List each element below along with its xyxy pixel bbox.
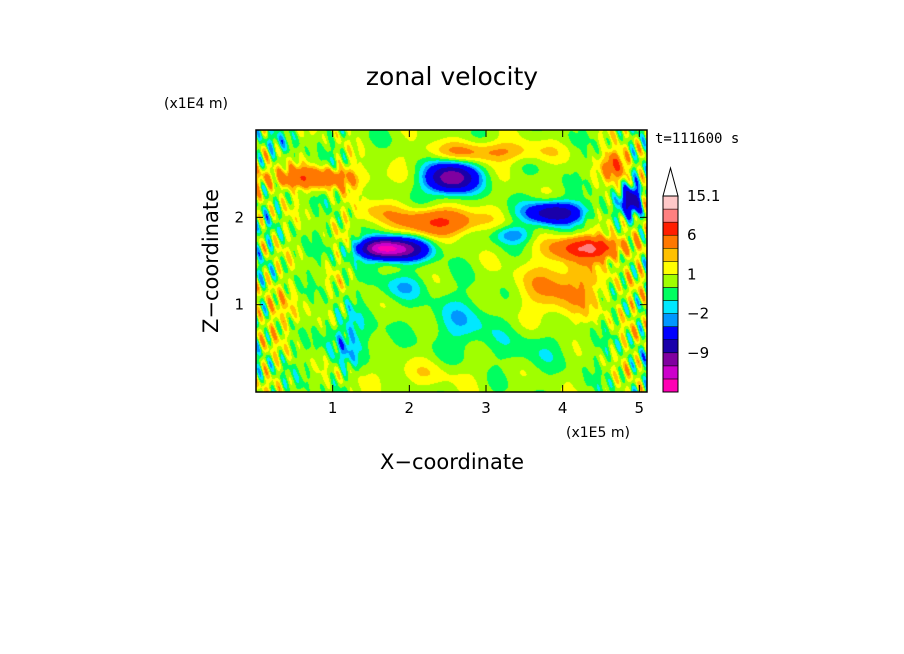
colorbar-max-arrow xyxy=(662,166,679,197)
colorbar-cell-5 xyxy=(662,313,679,327)
colorbar-cell-8 xyxy=(662,274,679,288)
plot-frame xyxy=(255,129,648,393)
colorbar-cell-7 xyxy=(662,287,679,301)
y-multiplier-label: (x1E4 m) xyxy=(164,96,228,112)
x-axis-label: X−coordinate xyxy=(380,450,524,474)
x-tick-label-2: 2 xyxy=(405,399,415,417)
colorbar-cell-4 xyxy=(662,326,679,340)
y-axis-label: Z−coordinate xyxy=(199,189,223,333)
colorbar-cell-10 xyxy=(662,248,679,262)
y-axis-ticks: 12 xyxy=(234,208,647,314)
colorbar-frame xyxy=(662,195,679,393)
chart-title: zonal velocity xyxy=(366,62,538,91)
colorbar-label-0: 15.1 xyxy=(687,187,720,205)
colorbar-label-4: −9 xyxy=(687,344,709,362)
colorbar: 15.1 6 1 −2 −9 xyxy=(662,166,720,393)
colorbar-cell-12 xyxy=(662,221,679,236)
colorbar-cell-2 xyxy=(662,352,679,367)
colorbar-cell-3 xyxy=(662,339,679,354)
colorbar-cell-14 xyxy=(662,195,679,210)
colorbar-cell-9 xyxy=(662,261,679,275)
colorbar-cell-1 xyxy=(662,365,679,380)
x-tick-label-3: 3 xyxy=(481,399,491,417)
time-label: t=111600 s xyxy=(655,131,739,147)
y-tick-label-1: 1 xyxy=(234,296,244,314)
colorbar-cell-11 xyxy=(662,234,679,249)
colorbar-cell-0 xyxy=(662,378,679,393)
colorbar-cells xyxy=(662,195,679,393)
x-multiplier-label: (x1E5 m) xyxy=(566,425,630,441)
colorbar-labels: 15.1 6 1 −2 −9 xyxy=(687,187,720,362)
colorbar-cell-13 xyxy=(662,208,679,223)
x-tick-label-5: 5 xyxy=(635,399,645,417)
x-tick-label-1: 1 xyxy=(328,399,338,417)
colorbar-label-1: 6 xyxy=(687,226,697,244)
colorbar-label-3: −2 xyxy=(687,305,709,323)
x-tick-label-4: 4 xyxy=(558,399,568,417)
velocity-field xyxy=(256,130,647,392)
y-tick-label-2: 2 xyxy=(234,208,244,226)
x-axis-ticks: 1 2 3 4 5 xyxy=(328,130,644,417)
colorbar-label-2: 1 xyxy=(687,265,697,283)
colorbar-cell-6 xyxy=(662,300,679,314)
